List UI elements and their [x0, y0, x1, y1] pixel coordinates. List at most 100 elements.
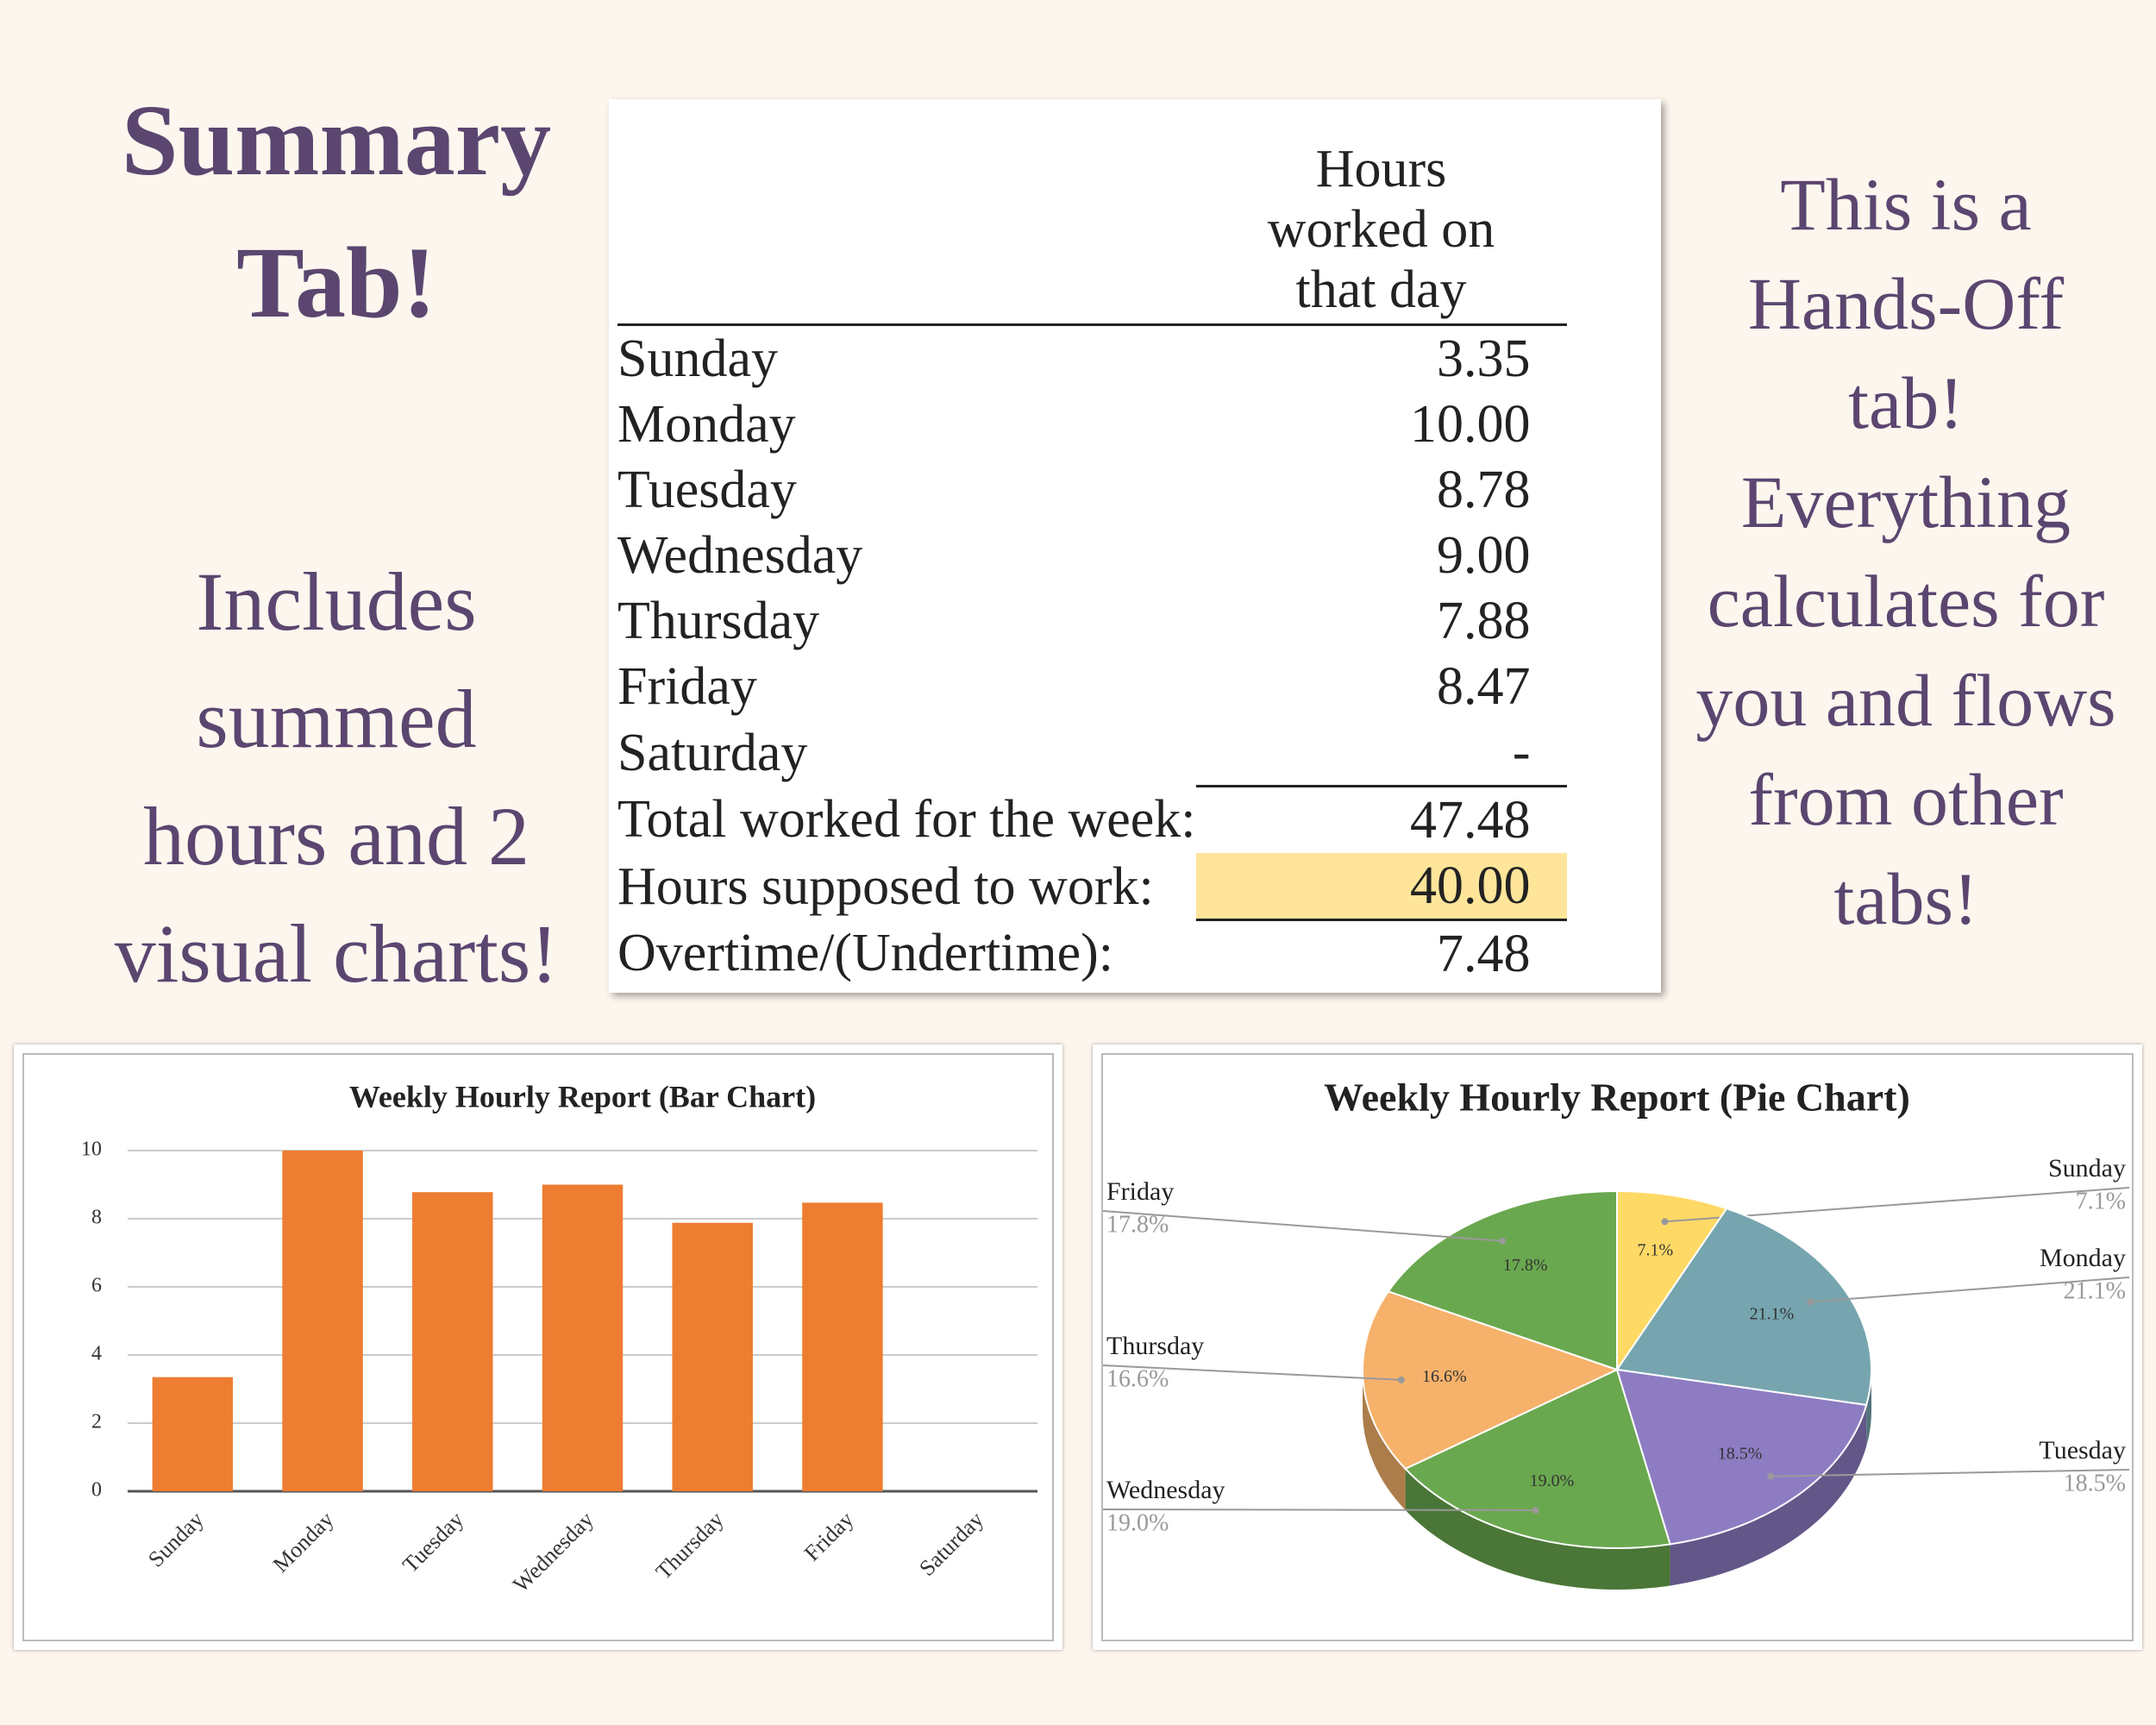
y-tick-label: 2 — [91, 1411, 102, 1433]
bar — [152, 1377, 234, 1491]
table-row: Hours supposed to work: 40.00 — [617, 853, 1567, 921]
bar — [412, 1192, 493, 1491]
leader-dot — [1661, 1218, 1669, 1226]
y-tick-label: 4 — [91, 1343, 102, 1365]
pie-side — [1405, 1468, 1670, 1590]
outer-value: 16.6% — [1106, 1365, 1169, 1392]
row-value: 40.00 — [1195, 853, 1567, 921]
x-tick-label: Tuesday — [398, 1507, 468, 1578]
outer-label: Wednesday — [1106, 1476, 1225, 1504]
outer-label: Thursday — [1106, 1332, 1204, 1360]
table-row: Thursday 7.88 — [617, 588, 1567, 654]
pie-side — [1363, 1370, 1406, 1510]
row-label: Hours supposed to work: — [617, 856, 1154, 916]
chart-title: Weekly Hourly Report (Pie Chart) — [1324, 1076, 1910, 1120]
note-line: tab! — [1848, 361, 1964, 444]
x-tick-label: Monday — [268, 1507, 339, 1578]
row-value: 8.47 — [1437, 657, 1531, 716]
outer-value: 17.8% — [1106, 1211, 1169, 1238]
note-line: visual charts! — [114, 907, 559, 1000]
pie-slice — [1615, 1208, 1872, 1407]
heading-line: Summary — [121, 84, 552, 197]
outer-value: 18.5% — [2064, 1470, 2126, 1496]
chart-title: Weekly Hourly Report (Bar Chart) — [349, 1079, 816, 1113]
row-value: 10.00 — [1410, 395, 1531, 454]
table: Hours worked on that day Sunday 3.35 Monday 10… — [617, 138, 1567, 987]
y-tick-label: 8 — [91, 1207, 102, 1229]
bar — [542, 1184, 624, 1491]
table-row: Wednesday 9.00 — [617, 523, 1567, 588]
leader-line — [1810, 1276, 2130, 1303]
note-line: summed — [196, 673, 477, 765]
slice-label: 18.5% — [1718, 1445, 1763, 1464]
note-line: Includes — [196, 555, 477, 648]
note-line: This is a — [1780, 163, 2032, 246]
row-label: Sunday — [617, 329, 778, 388]
table-row: Overtime/(Undertime): 7.48 — [617, 920, 1567, 988]
right-note: This is a Hands-Off tab! Everything calculat… — [1664, 155, 2147, 949]
slice-label: 7.1% — [1637, 1240, 1673, 1259]
slice-label: 17.8% — [1503, 1256, 1548, 1275]
note-line: hours and 2 — [143, 790, 530, 882]
x-tick-label: Sunday — [143, 1507, 209, 1572]
table-row: Monday 10.00 — [617, 392, 1567, 457]
note-line: Hands-Off — [1747, 262, 2065, 345]
y-tick-label: 0 — [91, 1479, 102, 1502]
row-label: Friday — [617, 657, 757, 716]
pie-side — [1670, 1404, 1867, 1586]
row-label: Thursday — [617, 592, 820, 650]
row-value: 7.48 — [1437, 925, 1531, 983]
leader-dot — [1499, 1237, 1507, 1245]
leader-dot — [1397, 1376, 1405, 1383]
row-label: Saturday — [617, 723, 808, 782]
outer-value: 19.0% — [1106, 1509, 1169, 1536]
summary-table: Hours worked on that day Sunday 3.35 Monday 10… — [609, 99, 1661, 993]
x-tick-label: Saturday — [914, 1507, 988, 1581]
leader-line — [1103, 1210, 1503, 1242]
row-label: Wednesday — [617, 526, 863, 585]
slice-label: 19.0% — [1530, 1471, 1575, 1490]
note-line: tabs! — [1833, 857, 1978, 940]
pie-slice — [1403, 1368, 1671, 1549]
row-label: Monday — [617, 395, 796, 454]
note-line: Everything — [1740, 461, 2071, 543]
outer-value: 21.1% — [2064, 1277, 2126, 1304]
heading-line: Tab! — [236, 226, 436, 339]
table-row: Total worked for the week: 47.48 — [617, 785, 1567, 853]
outer-label: Monday — [2040, 1244, 2126, 1272]
bar — [282, 1151, 363, 1491]
hours-header: Hours worked on that day — [1195, 138, 1567, 326]
row-value: 8.78 — [1437, 461, 1531, 519]
leader-dot — [1807, 1298, 1814, 1306]
x-tick-label: Thursday — [651, 1507, 729, 1584]
heading: Summary Tab! — [52, 69, 621, 354]
row-label: Total worked for the week: — [617, 790, 1196, 850]
leader-dot — [1532, 1507, 1539, 1515]
outer-label: Tuesday — [2039, 1436, 2126, 1465]
pie-slice — [1362, 1290, 1620, 1471]
bar — [802, 1202, 883, 1491]
leader-line — [1771, 1469, 2130, 1477]
x-tick-label: Wednesday — [508, 1507, 599, 1597]
row-value: - — [1512, 723, 1531, 781]
note-line: calculates for — [1707, 560, 2105, 643]
pie-slice — [1615, 1368, 1868, 1546]
note-line: from other — [1748, 758, 2064, 841]
pie-slice — [1387, 1189, 1618, 1371]
pie-panel: Weekly Hourly Report (Pie Chart) 7.1% Sund… — [1093, 1044, 2142, 1650]
row-value: 3.35 — [1437, 329, 1531, 388]
outer-label: Friday — [1106, 1177, 1174, 1206]
slice-label: 21.1% — [1750, 1305, 1795, 1324]
label-header — [617, 138, 1196, 326]
bar — [672, 1222, 753, 1491]
table-row: Tuesday 8.78 — [617, 457, 1567, 523]
table-row: Sunday 3.35 — [617, 325, 1567, 392]
outer-value: 7.1% — [2076, 1188, 2126, 1214]
bar-panel: Weekly Hourly Report (Bar Chart) 0 2 4 6 8 10 S… — [14, 1044, 1062, 1650]
slice-label: 16.6% — [1422, 1367, 1467, 1386]
y-tick-label: 6 — [91, 1275, 102, 1297]
left-note: Includes summed hours and 2 visual charts! — [52, 543, 621, 1013]
header-line: Hours — [1315, 140, 1447, 198]
row-value: 9.00 — [1437, 526, 1531, 585]
